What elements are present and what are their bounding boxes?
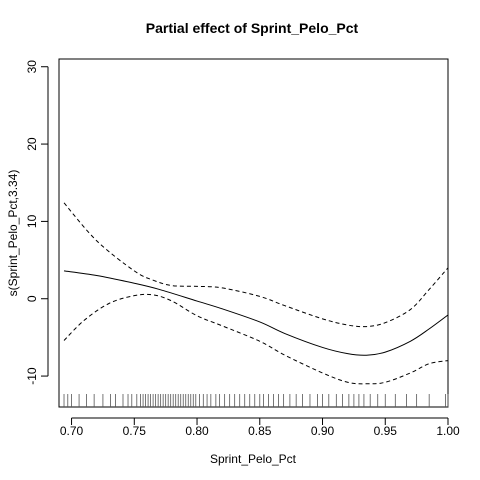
x-tick-label: 0.95	[374, 424, 398, 438]
y-tick-label: 30	[25, 60, 39, 74]
x-tick-label: 0.85	[248, 424, 272, 438]
rug-marks	[63, 394, 449, 407]
y-tick-label: 0	[25, 295, 39, 302]
estimate-curve	[63, 270, 449, 356]
y-tick-label: 10	[25, 214, 39, 228]
x-tick-label: 0.75	[123, 424, 147, 438]
y-tick-label: 20	[25, 137, 39, 151]
upper-curve	[63, 202, 449, 328]
x-tick-label: 1.00	[436, 424, 460, 438]
y-tick-label: -10	[25, 367, 39, 385]
x-tick-label: 0.90	[311, 424, 335, 438]
x-axis-label: Sprint_Pelo_Pct	[210, 452, 297, 466]
series-group	[63, 202, 449, 385]
chart-title: Partial effect of Sprint_Pelo_Pct	[146, 20, 359, 36]
plot-frame	[58, 58, 449, 408]
x-tick-label: 0.70	[60, 424, 84, 438]
lower-curve	[63, 293, 449, 385]
y-axis-label: s(Sprint_Pelo_Pct,3.34)	[6, 170, 20, 297]
y-axis: -10 0 10 20 30	[25, 60, 49, 385]
x-axis: 0.70 0.75 0.80 0.85 0.90 0.95 1.00	[60, 417, 460, 438]
x-tick-label: 0.80	[185, 424, 209, 438]
